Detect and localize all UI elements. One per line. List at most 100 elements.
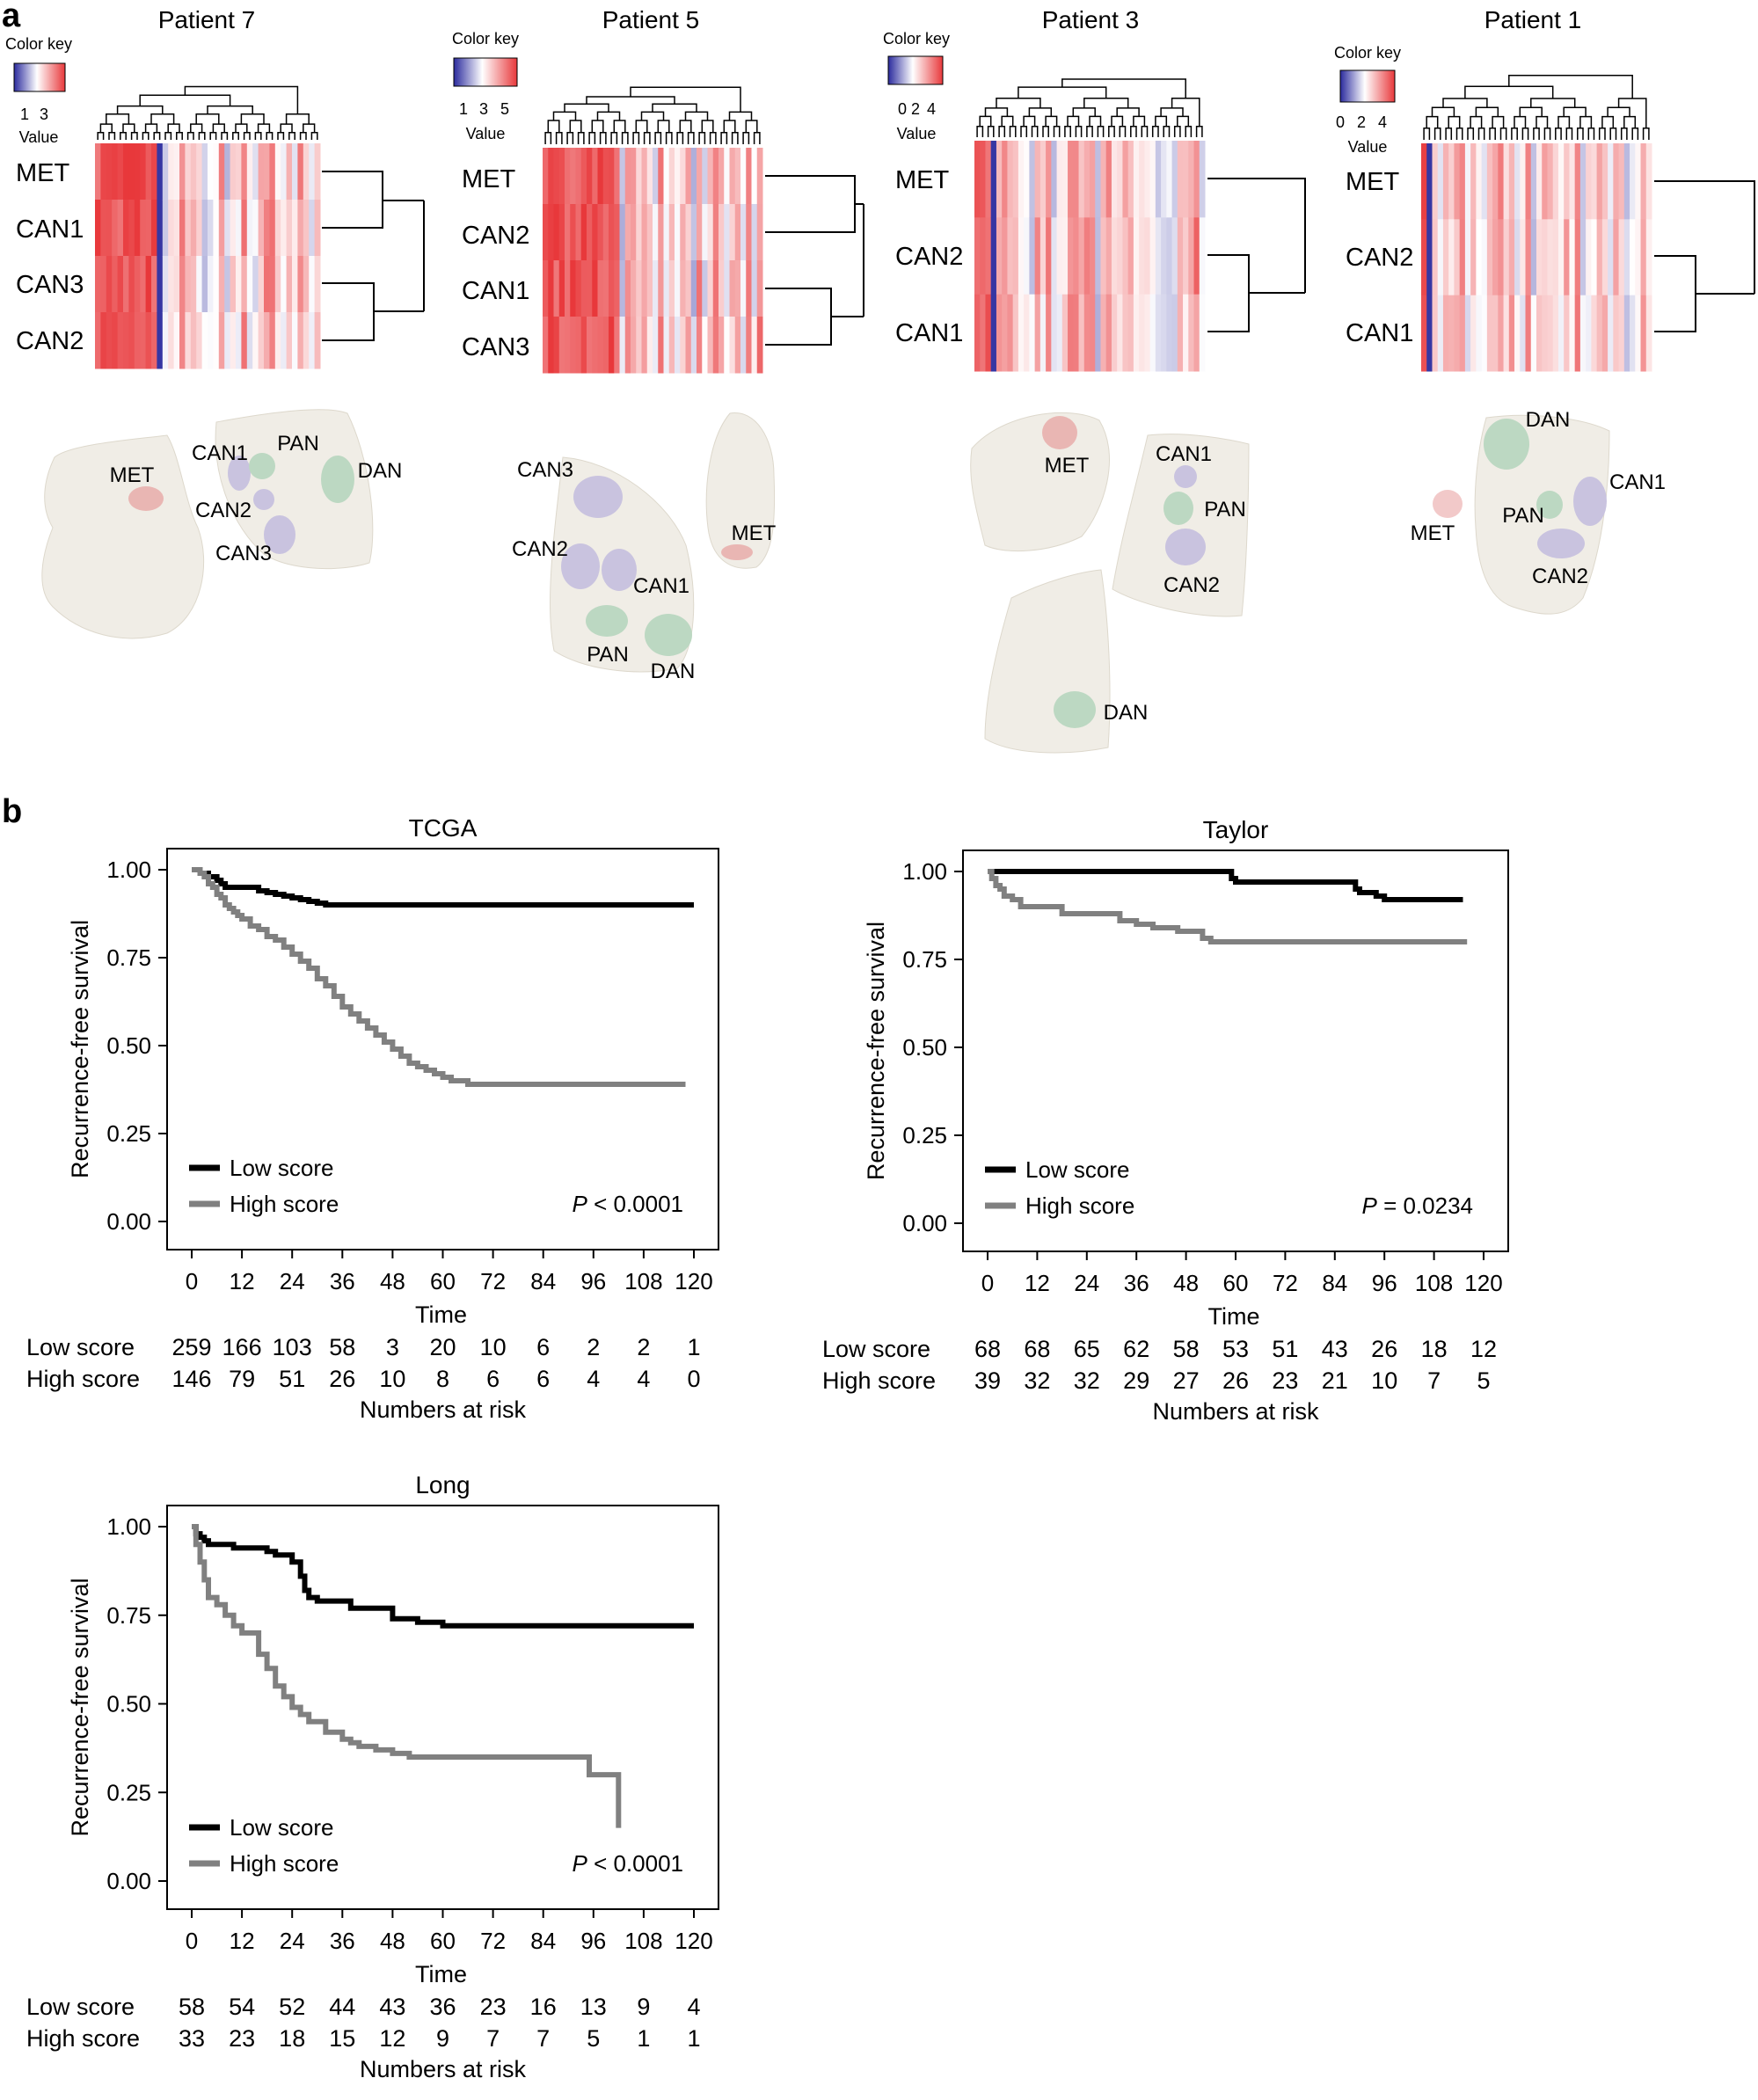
heatmap-cell bbox=[558, 317, 565, 374]
heatmap-cell bbox=[653, 148, 659, 205]
heatmap-cell bbox=[269, 200, 276, 257]
color-key-tick: 3 bbox=[40, 106, 48, 123]
heatmap-cell bbox=[1018, 217, 1025, 295]
heatmap-cell bbox=[230, 312, 237, 369]
risk-count: 23 bbox=[480, 1994, 507, 2020]
heatmap-cell bbox=[1486, 143, 1493, 220]
heatmap-cell bbox=[151, 143, 157, 201]
heatmap-cell bbox=[190, 256, 197, 313]
x-tick-label: 60 bbox=[1223, 1270, 1249, 1296]
heatmap-cell bbox=[619, 148, 626, 205]
risk-count: 6 bbox=[536, 1366, 550, 1392]
region-can2 bbox=[1165, 529, 1206, 565]
panel-b-letter: b bbox=[2, 793, 22, 830]
p-value: P < 0.0001 bbox=[573, 1850, 684, 1877]
heatmap-cell bbox=[128, 200, 135, 257]
heatmap-cell bbox=[609, 317, 615, 374]
heatmap-cell bbox=[1144, 141, 1151, 218]
heatmap-cell bbox=[553, 204, 560, 261]
heatmap-cell bbox=[597, 260, 604, 317]
region-pan bbox=[586, 605, 628, 637]
heatmap-cell bbox=[570, 148, 576, 205]
region-label: CAN3 bbox=[517, 458, 573, 482]
heatmap-cell bbox=[1564, 219, 1570, 296]
region-label: CAN3 bbox=[215, 542, 272, 565]
risk-count: 51 bbox=[1272, 1336, 1298, 1362]
region-pan bbox=[1536, 491, 1563, 519]
heatmap-cell bbox=[1569, 219, 1576, 296]
heatmap-cell bbox=[309, 312, 316, 369]
heatmap-cell bbox=[1177, 141, 1184, 218]
heatmap-cell bbox=[1188, 294, 1195, 372]
heatmap-cell bbox=[1498, 219, 1505, 296]
heatmap-cell bbox=[1454, 143, 1461, 220]
x-tick-label: 120 bbox=[1464, 1270, 1502, 1296]
curve-low-score bbox=[192, 867, 694, 908]
heatmap-cell bbox=[580, 148, 587, 205]
heatmap-cell bbox=[624, 260, 631, 317]
y-axis-title: Recurrence-free survival bbox=[67, 1578, 93, 1836]
region-dan bbox=[645, 614, 692, 656]
plot-frame bbox=[962, 849, 1509, 1252]
heatmap-cell bbox=[702, 148, 708, 205]
heatmap-cell bbox=[548, 317, 554, 374]
risk-count: 68 bbox=[974, 1336, 1001, 1362]
heatmap-cell bbox=[1486, 219, 1493, 296]
heatmap-cell bbox=[95, 143, 101, 201]
heatmap-cell bbox=[746, 148, 752, 205]
km-plot-long: Long 1.00 0.75 0.50 0.25 0.00 0 12 24 36 48 60 72 84 9… bbox=[26, 1471, 719, 2082]
heatmap-cell bbox=[690, 204, 697, 261]
heatmap-cell bbox=[1039, 217, 1047, 295]
region-can2 bbox=[253, 489, 274, 510]
heatmap-cell bbox=[653, 317, 659, 374]
region-can1 bbox=[1174, 465, 1197, 488]
heatmap-cell bbox=[286, 256, 293, 313]
row-dendrogram bbox=[322, 171, 425, 341]
heatmap-cell bbox=[658, 260, 664, 317]
risk-count: 5 bbox=[1477, 1367, 1490, 1394]
heatmap-cell bbox=[1459, 295, 1466, 372]
heatmap-cell bbox=[740, 148, 747, 205]
heatmap-cell bbox=[100, 256, 107, 313]
heatmap-cell bbox=[1426, 143, 1433, 220]
risk-count: 5 bbox=[587, 2025, 600, 2052]
heatmap-row-label: MET bbox=[16, 159, 70, 187]
legend-label: Low score bbox=[230, 1814, 334, 1841]
heatmap-cell bbox=[241, 200, 248, 257]
heatmap-cell bbox=[224, 143, 231, 201]
x-axis-title: Time bbox=[1208, 1303, 1260, 1330]
heatmap-cell bbox=[309, 200, 316, 257]
risk-count: 26 bbox=[329, 1366, 355, 1392]
tissue-section bbox=[1112, 434, 1250, 617]
heatmap-cell bbox=[1111, 141, 1118, 218]
region-label: DAN bbox=[1526, 408, 1571, 432]
heatmap-cell bbox=[1514, 219, 1521, 296]
heatmap-cell bbox=[1618, 219, 1625, 296]
heatmap-cell bbox=[134, 200, 141, 257]
heatmap-cell bbox=[631, 260, 637, 317]
heatmap-cell bbox=[587, 148, 593, 205]
heatmap-cell bbox=[592, 204, 598, 261]
heatmap-cell bbox=[179, 312, 186, 369]
heatmap-cell bbox=[724, 148, 730, 205]
heatmap-cell bbox=[1503, 295, 1510, 372]
heatmap-cell bbox=[1111, 294, 1118, 372]
heatmap-cell bbox=[292, 200, 298, 257]
heatmap-cell bbox=[1068, 217, 1074, 295]
heatmap-cell bbox=[1586, 143, 1592, 220]
heatmap-cell bbox=[702, 260, 708, 317]
heatmap-cell bbox=[1557, 295, 1565, 372]
x-tick-label: 24 bbox=[1074, 1270, 1099, 1296]
heatmap-cell bbox=[1437, 219, 1444, 296]
risk-count: 26 bbox=[1371, 1336, 1397, 1362]
heatmap-cell bbox=[548, 260, 554, 317]
heatmap-title: Patient 1 bbox=[1484, 6, 1582, 33]
heatmap-cell bbox=[740, 317, 747, 374]
heatmap-cell bbox=[985, 294, 992, 372]
risk-count: 6 bbox=[536, 1334, 550, 1360]
risk-count: 18 bbox=[279, 2025, 305, 2052]
heatmap-cell bbox=[258, 312, 265, 369]
heatmap-cell bbox=[112, 256, 119, 313]
heatmap-cell bbox=[274, 312, 281, 369]
heatmap-cell bbox=[213, 256, 220, 313]
